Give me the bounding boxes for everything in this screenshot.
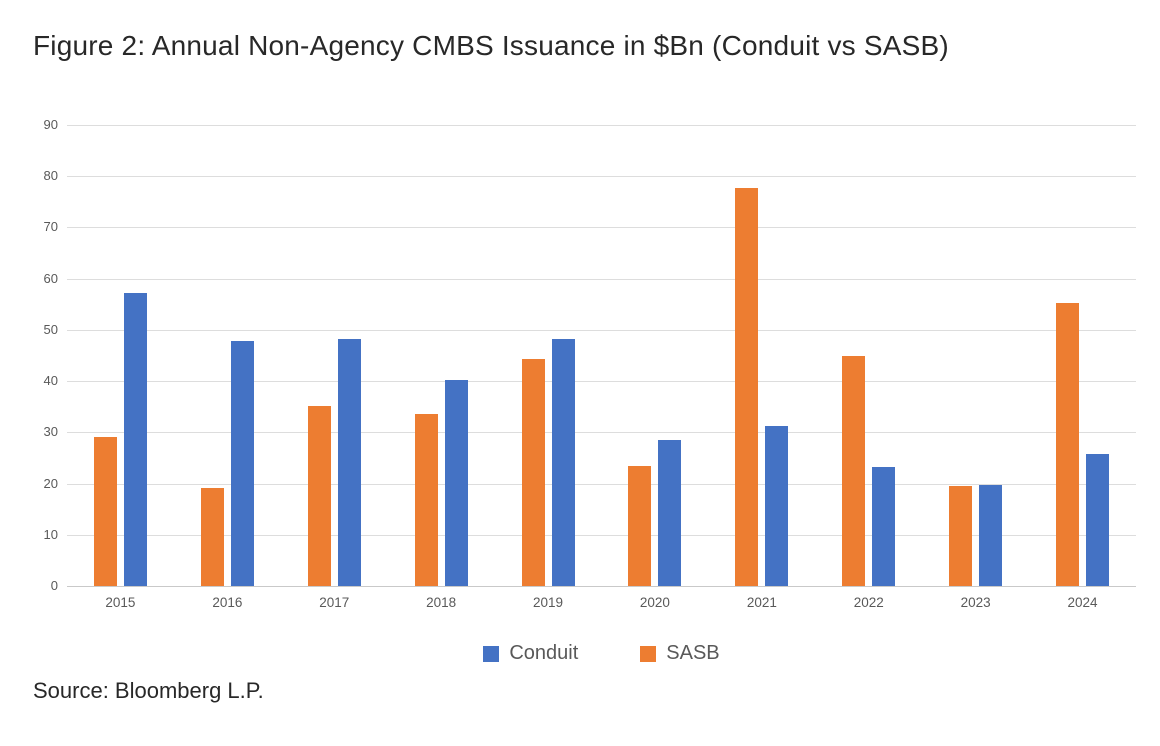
- gridline-90: [67, 125, 1136, 126]
- gridline-20: [67, 483, 1136, 485]
- bar-conduit-2016: [230, 340, 254, 586]
- bar-sasb-2018: [414, 414, 438, 586]
- gridline-50: [67, 329, 1136, 331]
- legend-swatch-conduit-icon: [483, 645, 500, 662]
- bar-conduit-2020: [658, 439, 682, 586]
- bar-conduit-2022: [872, 466, 896, 586]
- y-axis-tick-label-40: 40: [43, 373, 58, 389]
- x-axis-tick-label-2021: 2021: [746, 595, 777, 610]
- bar-conduit-2017: [337, 338, 361, 586]
- y-axis-tick-label-30: 30: [43, 424, 58, 440]
- figure-title: Figure 2: Annual Non-Agency CMBS Issuanc…: [33, 30, 949, 61]
- bar-sasb-2019: [521, 358, 545, 586]
- source-attribution: Source: Bloomberg L.P.: [33, 678, 264, 703]
- gridline-80: [67, 176, 1136, 178]
- x-axis-tick-label-2016: 2016: [212, 595, 243, 610]
- bar-conduit-2019: [551, 338, 575, 586]
- legend-label-sasb: SASB: [666, 642, 720, 664]
- bar-conduit-2021: [765, 426, 789, 586]
- y-axis-tick-label-20: 20: [43, 475, 58, 491]
- x-axis-tick-label-2019: 2019: [533, 595, 564, 610]
- bar-sasb-2020: [628, 465, 652, 586]
- x-axis-tick-label-2018: 2018: [426, 595, 457, 610]
- y-axis-tick-label-10: 10: [43, 526, 58, 542]
- y-axis-tick-label-70: 70: [43, 219, 58, 235]
- bar-sasb-2023: [949, 486, 973, 586]
- gridline-70: [67, 227, 1136, 229]
- legend-item-conduit: Conduit: [483, 642, 578, 665]
- bar-sasb-2015: [93, 437, 117, 586]
- bar-conduit-2024: [1086, 454, 1110, 586]
- y-axis-tick-label-80: 80: [43, 168, 58, 184]
- x-axis-tick-label-2015: 2015: [105, 595, 136, 610]
- x-axis-tick-label-2023: 2023: [960, 595, 991, 610]
- legend-item-sasb: SASB: [640, 642, 720, 665]
- bar-sasb-2022: [842, 356, 866, 586]
- gridline-0: [67, 586, 1136, 587]
- legend-label-conduit: Conduit: [509, 642, 579, 664]
- x-axis-tick-label-2022: 2022: [853, 595, 884, 610]
- y-axis-tick-label-50: 50: [43, 321, 58, 337]
- legend: Conduit SASB: [67, 642, 1136, 665]
- y-axis-tick-label-0: 0: [50, 578, 58, 593]
- bar-conduit-2015: [123, 293, 147, 586]
- bar-sasb-2017: [307, 406, 331, 586]
- x-axis-tick-label-2020: 2020: [639, 595, 670, 610]
- bar-sasb-2021: [735, 188, 759, 586]
- bar-conduit-2018: [444, 379, 468, 586]
- y-axis-tick-label-60: 60: [43, 270, 58, 286]
- gridline-40: [67, 381, 1136, 383]
- y-axis-tick-label-90: 90: [43, 117, 58, 132]
- bar-sasb-2016: [200, 487, 224, 586]
- bar-conduit-2023: [979, 485, 1003, 586]
- bar-sasb-2024: [1056, 303, 1080, 586]
- gridline-30: [67, 432, 1136, 434]
- x-axis-tick-label-2024: 2024: [1067, 595, 1098, 610]
- legend-swatch-sasb-icon: [640, 645, 657, 662]
- gridline-60: [67, 278, 1136, 280]
- x-axis-tick-label-2017: 2017: [319, 595, 350, 610]
- gridline-10: [67, 534, 1136, 536]
